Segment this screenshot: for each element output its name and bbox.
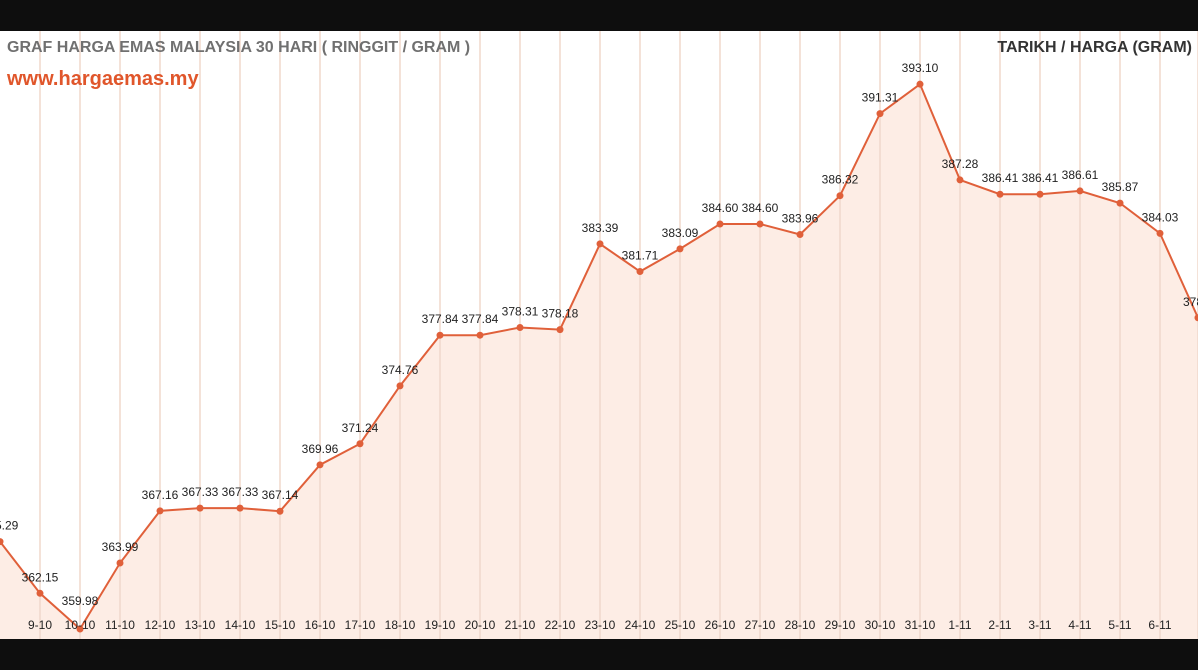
data-point [636, 268, 644, 276]
plot-area: 365.29 362.15 9-10 359.98 10-10 363.99 11-10 36… [0, 31, 1198, 639]
data-point [436, 331, 444, 339]
data-point [76, 625, 84, 633]
data-point [596, 240, 604, 248]
data-label: 363.99 [102, 540, 139, 554]
data-label: 365.29 [0, 519, 19, 533]
data-label: 383.39 [582, 221, 619, 235]
data-label: 386.41 [982, 171, 1019, 185]
legend-title: TARIKH / HARGA (GRAM) [997, 39, 1192, 56]
x-tick-label: 26-10 [705, 618, 736, 632]
data-point [356, 440, 364, 448]
x-tick-label: 25-10 [665, 618, 696, 632]
data-point [156, 507, 164, 515]
data-point [316, 461, 324, 469]
data-label: 386.61 [1062, 168, 1099, 182]
x-tick-label: 11-10 [105, 618, 135, 632]
data-label: 386.32 [822, 173, 859, 187]
chart-title: GRAF HARGA EMAS MALAYSIA 30 HARI ( RINGG… [7, 39, 471, 56]
data-label: 393.10 [902, 61, 939, 75]
x-tick-label: 14-10 [225, 618, 256, 632]
x-tick-label: 12-10 [145, 618, 176, 632]
data-point [0, 538, 4, 546]
x-tick-label: 3-11 [1028, 618, 1051, 632]
x-tick-label: 4-11 [1068, 618, 1091, 632]
data-label: 369.96 [302, 442, 339, 456]
x-tick-label: 30-10 [865, 618, 896, 632]
data-point [1116, 199, 1124, 207]
x-tick-label: 28-10 [785, 618, 816, 632]
x-tick-label: 23-10 [585, 618, 616, 632]
website-link[interactable]: www.hargaemas.my [7, 68, 199, 90]
data-point [716, 220, 724, 228]
x-tick-label: 15-10 [265, 618, 296, 632]
x-tick-label: 17-10 [345, 618, 376, 632]
data-label: 386.41 [1022, 171, 1059, 185]
data-label: 384.60 [742, 201, 779, 215]
data-point [756, 220, 764, 228]
data-label: 374.76 [382, 363, 419, 377]
data-point [996, 190, 1004, 198]
data-label: 385.87 [1102, 180, 1139, 194]
data-point [836, 192, 844, 200]
x-tick-label: 6-11 [1148, 618, 1171, 632]
data-label: 367.14 [262, 488, 299, 502]
x-tick-label: 31-10 [905, 618, 936, 632]
data-point [476, 331, 484, 339]
x-tick-label: 22-10 [545, 618, 576, 632]
data-point [556, 326, 564, 334]
data-point [1194, 314, 1198, 322]
data-point [36, 589, 44, 597]
x-tick-label: 5-11 [1108, 618, 1131, 632]
data-label: 367.16 [142, 488, 179, 502]
x-tick-label: 20-10 [465, 618, 496, 632]
data-label: 378.9 [1183, 295, 1198, 309]
x-tick-label: 2-11 [988, 618, 1011, 632]
data-point [916, 80, 924, 88]
data-label: 387.28 [942, 157, 979, 171]
x-tick-label: 18-10 [385, 618, 416, 632]
data-point [1036, 190, 1044, 198]
data-point [236, 504, 244, 512]
x-tick-label: 27-10 [745, 618, 776, 632]
data-point [396, 382, 404, 390]
x-tick-label: 10-10 [65, 618, 96, 632]
data-point [116, 559, 124, 567]
data-label: 381.71 [622, 249, 659, 263]
data-point [1156, 229, 1164, 237]
data-point [196, 504, 204, 512]
chart: 365.29 362.15 9-10 359.98 10-10 363.99 11-10 36… [0, 31, 1198, 639]
x-tick-label: 24-10 [625, 618, 656, 632]
data-label: 362.15 [22, 570, 59, 584]
data-label: 378.18 [542, 307, 579, 321]
data-label: 378.31 [502, 304, 539, 318]
x-tick-label: 29-10 [825, 618, 856, 632]
data-label: 384.60 [702, 201, 739, 215]
x-tick-label: 13-10 [185, 618, 216, 632]
data-label: 359.98 [62, 594, 99, 608]
data-label: 391.31 [862, 91, 899, 105]
data-label: 383.96 [782, 212, 819, 226]
data-label: 367.33 [182, 485, 219, 499]
x-tick-label: 9-10 [28, 618, 52, 632]
data-point [516, 323, 524, 331]
x-tick-label: 16-10 [305, 618, 336, 632]
data-label: 384.03 [1142, 210, 1179, 224]
data-point [1076, 187, 1084, 195]
x-tick-label: 19-10 [425, 618, 456, 632]
data-point [276, 507, 284, 515]
data-point [796, 231, 804, 239]
area-fill [0, 84, 1198, 639]
x-tick-label: 1-11 [948, 618, 971, 632]
data-label: 377.84 [462, 312, 499, 326]
data-label: 377.84 [422, 312, 459, 326]
data-label: 383.09 [662, 226, 699, 240]
data-point [676, 245, 684, 253]
data-label: 371.24 [342, 421, 379, 435]
data-label: 367.33 [222, 485, 259, 499]
data-point [876, 110, 884, 118]
data-point [956, 176, 964, 184]
x-tick-label: 21-10 [505, 618, 536, 632]
